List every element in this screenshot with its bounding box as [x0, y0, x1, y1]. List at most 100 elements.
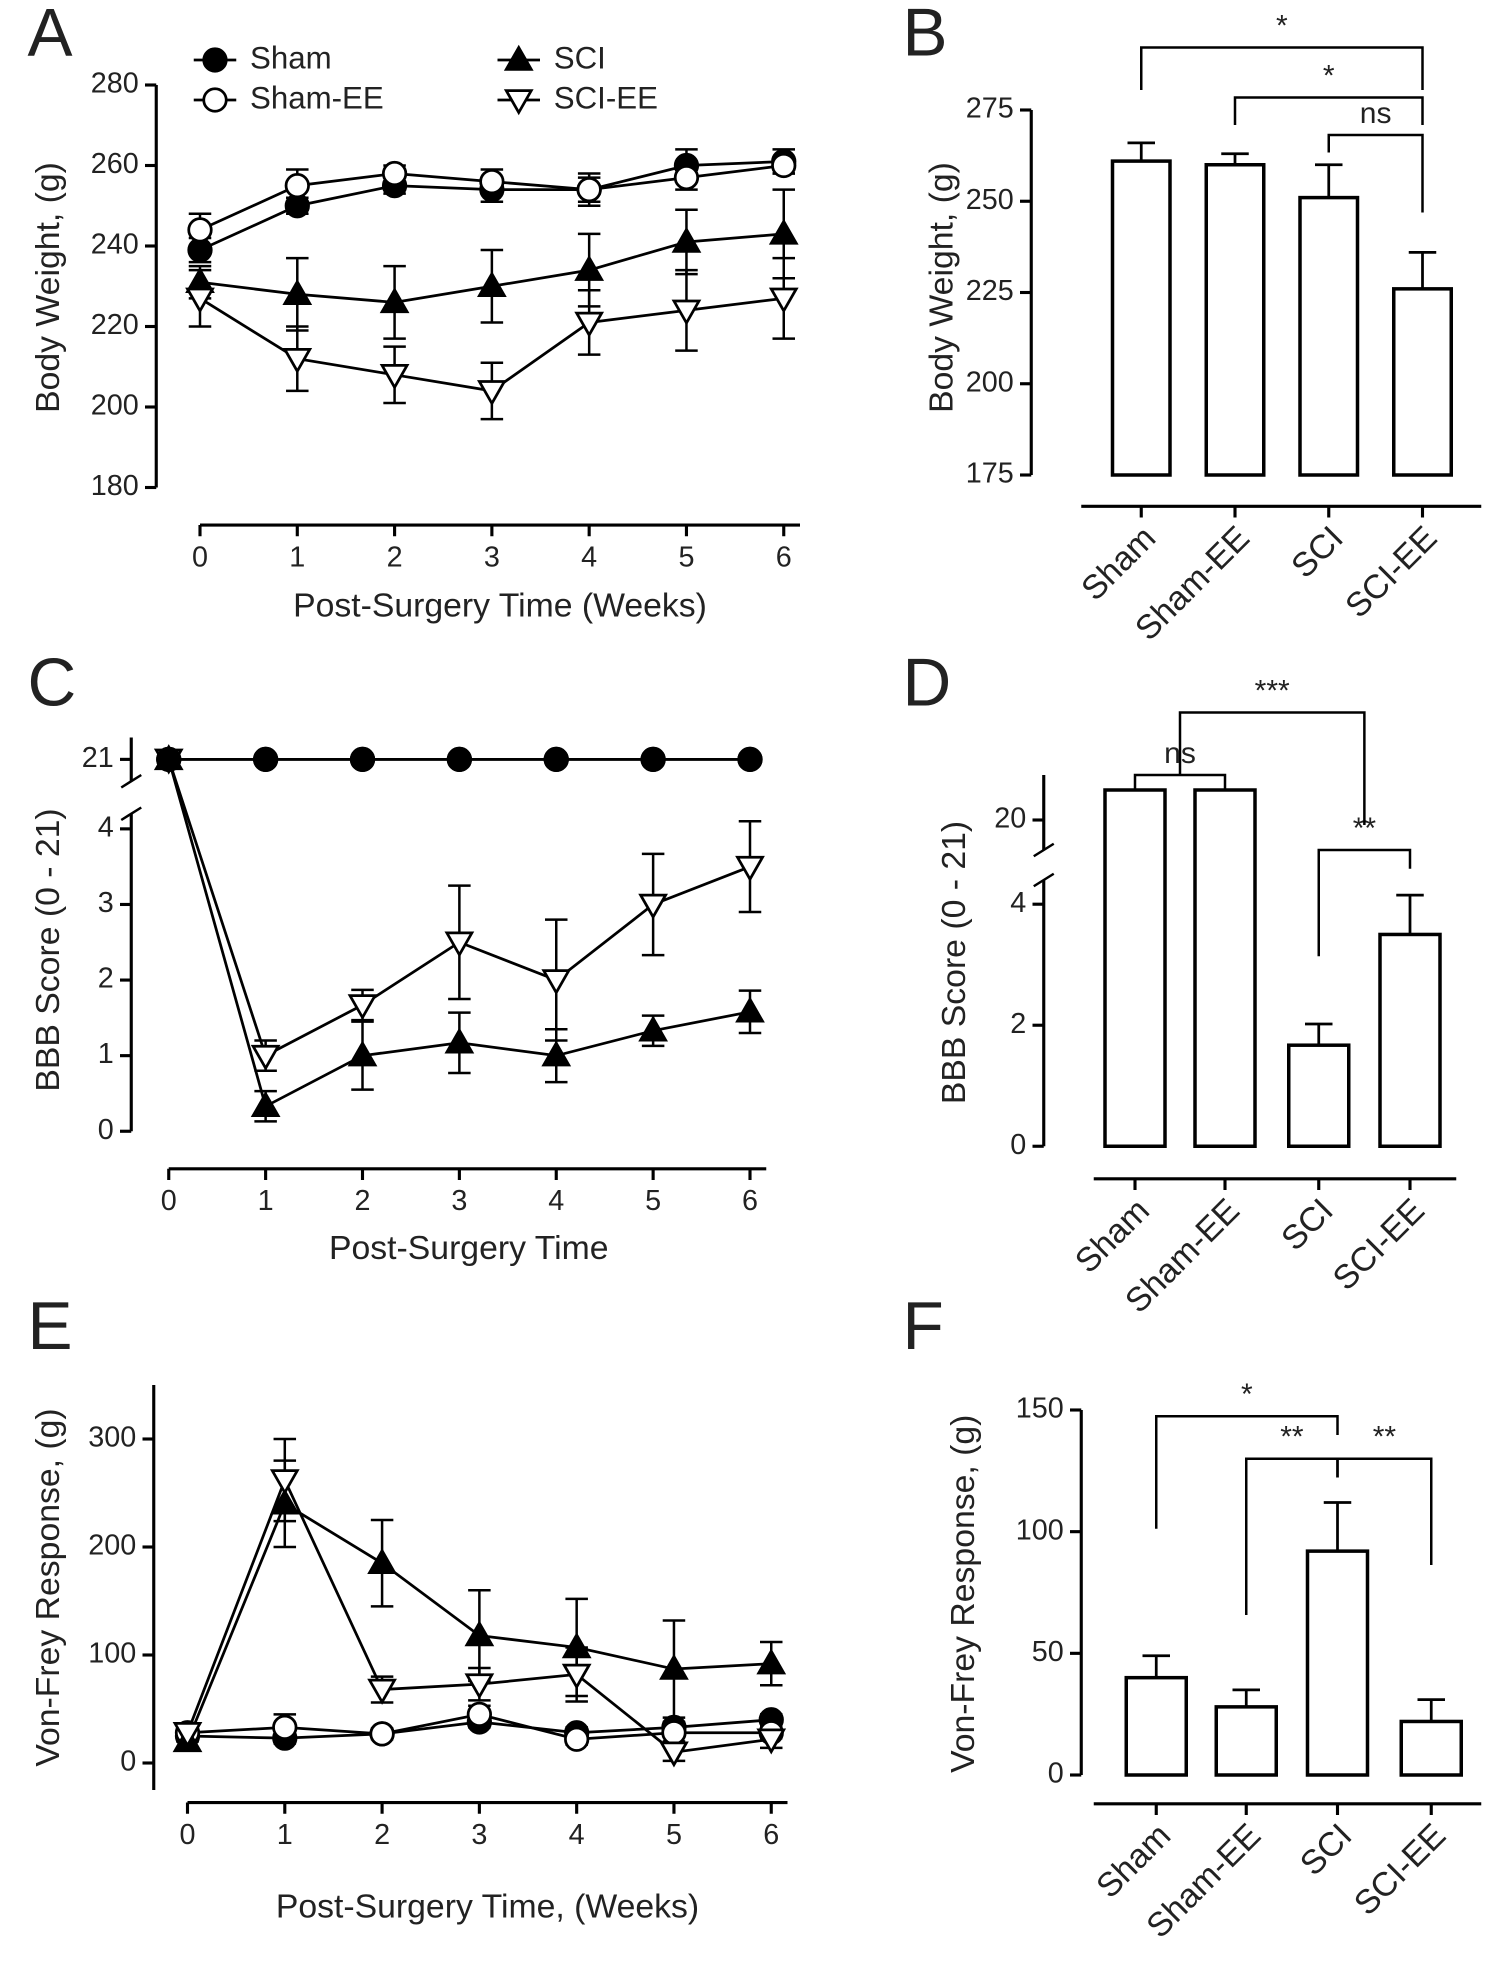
x-tick-label: 0: [192, 541, 208, 573]
marker: [272, 1714, 298, 1740]
marker: [543, 746, 569, 773]
significance-bracket: [1155, 1415, 1339, 1529]
x-tick-label: 6: [763, 1819, 779, 1851]
error-bar: [1127, 141, 1155, 162]
y-tick-label: 100: [88, 1638, 136, 1670]
error-bar: [1396, 893, 1424, 935]
error-bar: [1323, 1501, 1352, 1552]
x-axis-label: Post-Surgery Time (Weeks): [293, 586, 707, 624]
bar: [1378, 932, 1442, 1149]
marker: [367, 1678, 397, 1705]
y-axis-label: Von-Frey Response, (g): [944, 1415, 982, 1773]
y-tick-label: 280: [91, 68, 139, 100]
significance-label: **: [1353, 812, 1377, 845]
marker: [737, 746, 763, 773]
marker: [756, 1648, 787, 1675]
bar: [1110, 159, 1172, 477]
bar: [1214, 1705, 1278, 1777]
marker: [671, 299, 702, 326]
legend-label: SCI: [554, 40, 606, 75]
y-tick-label: 200: [91, 390, 139, 422]
marker: [369, 1721, 395, 1747]
y-axis-label: Body Weight, (g): [29, 162, 67, 413]
x-tick-label: 2: [355, 1185, 371, 1217]
legend-marker: [202, 87, 228, 113]
error-bar: [1305, 1022, 1333, 1046]
x-tick-label: 3: [484, 541, 500, 573]
marker: [638, 893, 668, 920]
bar: [1193, 788, 1257, 1149]
marker: [661, 1720, 687, 1746]
legend-marker: [202, 47, 228, 73]
x-tick-label: 4: [569, 1819, 585, 1851]
y-tick-label: 3: [98, 887, 114, 919]
bar: [1287, 1043, 1351, 1148]
marker: [381, 160, 408, 187]
marker: [444, 931, 475, 958]
significance-bracket: [1140, 46, 1424, 91]
y-tick-label: 20: [994, 803, 1026, 835]
marker: [347, 994, 378, 1021]
x-axis-label: Post-Surgery Time: [329, 1229, 608, 1267]
error-bar: [1408, 250, 1437, 289]
significance-label: *: [1276, 9, 1288, 42]
marker: [574, 311, 605, 338]
marker: [284, 173, 310, 199]
x-tick-label: Sham: [1074, 519, 1163, 608]
marker: [347, 1040, 378, 1067]
x-tick-label: 1: [258, 1185, 274, 1217]
bar: [1392, 287, 1453, 477]
significance-bracket: [1336, 1457, 1433, 1566]
marker: [250, 1091, 281, 1118]
y-tick-label: 2: [98, 963, 114, 995]
marker: [561, 1632, 592, 1659]
marker: [541, 1040, 572, 1067]
panel-label: E: [28, 1289, 73, 1364]
x-tick-label: SCI: [1293, 1816, 1360, 1883]
y-axis-label: Body Weight, (g): [923, 162, 961, 413]
y-tick-label: 175: [966, 458, 1014, 490]
y-tick-label: 1: [98, 1038, 114, 1070]
y-tick-label: 220: [91, 309, 139, 341]
y-tick-label: 4: [1010, 887, 1026, 919]
y-axis-label: BBB Score (0 - 21): [935, 821, 973, 1104]
y-tick-label: 225: [966, 275, 1014, 307]
marker: [477, 380, 507, 407]
y-tick-label: 0: [1048, 1758, 1064, 1790]
marker: [673, 164, 700, 191]
x-tick-label: 2: [387, 541, 403, 573]
marker: [466, 1701, 492, 1728]
significance-label: ns: [1360, 97, 1392, 130]
axis-break: [120, 773, 142, 789]
marker: [250, 1044, 281, 1071]
marker: [446, 746, 472, 773]
x-axis-label: Post-Surgery Time, (Weeks): [276, 1888, 699, 1926]
axis-break: [1033, 872, 1055, 888]
x-tick-label: 0: [161, 1185, 177, 1217]
significance-bracket: [1233, 96, 1424, 126]
error-bar: [1417, 1698, 1445, 1722]
x-tick-label: SCI: [1284, 519, 1351, 586]
significance-label: *: [1323, 59, 1335, 92]
x-tick-label: 6: [776, 541, 792, 573]
bar: [1103, 788, 1167, 1149]
y-tick-label: 275: [966, 93, 1014, 125]
y-tick-label: 250: [966, 184, 1014, 216]
panel-label: D: [903, 645, 952, 720]
error-bar: [1232, 1688, 1260, 1707]
legend-marker: [503, 44, 534, 71]
y-tick-label: 0: [98, 1114, 114, 1146]
marker: [640, 746, 666, 773]
marker: [187, 217, 213, 243]
marker: [282, 279, 313, 306]
marker: [671, 226, 702, 253]
x-tick-label: 5: [666, 1819, 682, 1851]
bar: [1305, 1549, 1370, 1777]
marker: [735, 996, 765, 1023]
marker: [172, 1722, 203, 1749]
marker: [349, 746, 376, 773]
x-tick-label: 0: [180, 1819, 196, 1851]
panel-label: B: [903, 0, 948, 70]
bar: [1399, 1719, 1463, 1777]
